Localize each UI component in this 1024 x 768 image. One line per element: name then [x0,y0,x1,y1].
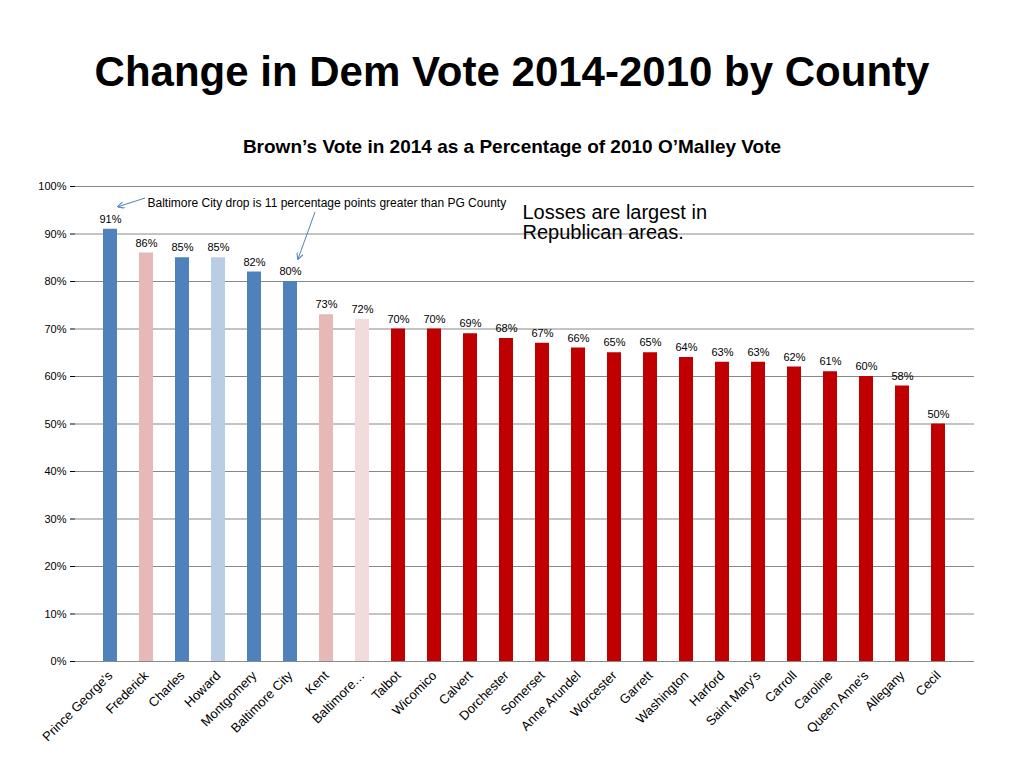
svg-text:Losses are largest inRepublica: Losses are largest inRepublican areas. [523,201,708,243]
svg-text:Montgomery: Montgomery [197,667,260,730]
svg-text:Baltimore City drop is 11 perc: Baltimore City drop is 11 percentage poi… [148,196,507,210]
svg-text:Allegany: Allegany [862,667,908,713]
svg-text:Wicomico: Wicomico [389,668,439,718]
svg-text:64%: 64% [675,341,697,353]
svg-text:61%: 61% [819,355,841,367]
svg-text:67%: 67% [531,327,553,339]
svg-text:Worcester: Worcester [567,667,620,720]
svg-text:Talbot: Talbot [368,667,404,703]
svg-text:Somerset: Somerset [497,667,548,718]
svg-text:80%: 80% [44,275,66,287]
svg-text:100%: 100% [38,180,66,192]
svg-text:86%: 86% [135,237,157,249]
svg-text:Caroline: Caroline [790,667,836,713]
svg-text:30%: 30% [44,513,66,525]
svg-text:Anne Arundel: Anne Arundel [518,668,584,734]
svg-text:63%: 63% [747,346,769,358]
svg-text:Charles: Charles [145,667,188,710]
svg-text:80%: 80% [279,265,301,277]
svg-text:85%: 85% [207,241,229,253]
svg-text:58%: 58% [891,370,913,382]
svg-text:63%: 63% [711,346,733,358]
svg-text:90%: 90% [44,228,66,240]
svg-text:62%: 62% [783,351,805,363]
svg-text:Garrett: Garrett [616,667,656,707]
svg-text:20%: 20% [44,560,66,572]
svg-text:91%: 91% [99,213,121,225]
svg-text:Harford: Harford [686,667,728,710]
svg-text:Washington: Washington [633,668,692,727]
svg-text:70%: 70% [387,313,409,325]
svg-text:60%: 60% [44,370,66,382]
svg-text:70%: 70% [44,323,66,335]
svg-text:72%: 72% [351,303,373,315]
svg-text:69%: 69% [459,317,481,329]
svg-text:Howard: Howard [181,667,224,711]
svg-text:40%: 40% [44,465,66,477]
svg-text:50%: 50% [927,408,949,420]
svg-text:Baltimore City: Baltimore City [228,667,296,735]
svg-text:Prince George's: Prince George's [39,667,116,744]
svg-text:82%: 82% [243,256,265,268]
svg-text:10%: 10% [44,608,66,620]
svg-text:66%: 66% [567,332,589,344]
svg-text:85%: 85% [171,241,193,253]
svg-text:68%: 68% [495,322,517,334]
svg-text:Dorchester: Dorchester [456,667,512,723]
svg-text:Kent: Kent [302,668,332,698]
svg-text:Carroll: Carroll [761,667,800,706]
svg-text:60%: 60% [855,360,877,372]
svg-text:65%: 65% [603,336,625,348]
svg-text:Baltimore…: Baltimore… [309,668,368,727]
svg-text:Saint Mary's: Saint Mary's [703,667,764,728]
svg-text:0%: 0% [51,655,67,667]
html-text:Brown’s Vote in 2014 as a Perc: Brown’s Vote in 2014 as a Percentage of … [242,136,782,157]
svg-text:Frederick: Frederick [103,667,152,716]
svg-text:73%: 73% [315,298,337,310]
html-text:Change in Dem Vote 2014-2010 b: Change in Dem Vote 2014-2010 by County [94,48,930,95]
svg-text:70%: 70% [423,313,445,325]
svg-text:65%: 65% [639,336,661,348]
svg-text:Cecil: Cecil [913,668,944,699]
svg-text:Calvert: Calvert [435,667,476,708]
svg-text:Queen Anne's: Queen Anne's [803,667,871,735]
svg-text:50%: 50% [44,418,66,430]
